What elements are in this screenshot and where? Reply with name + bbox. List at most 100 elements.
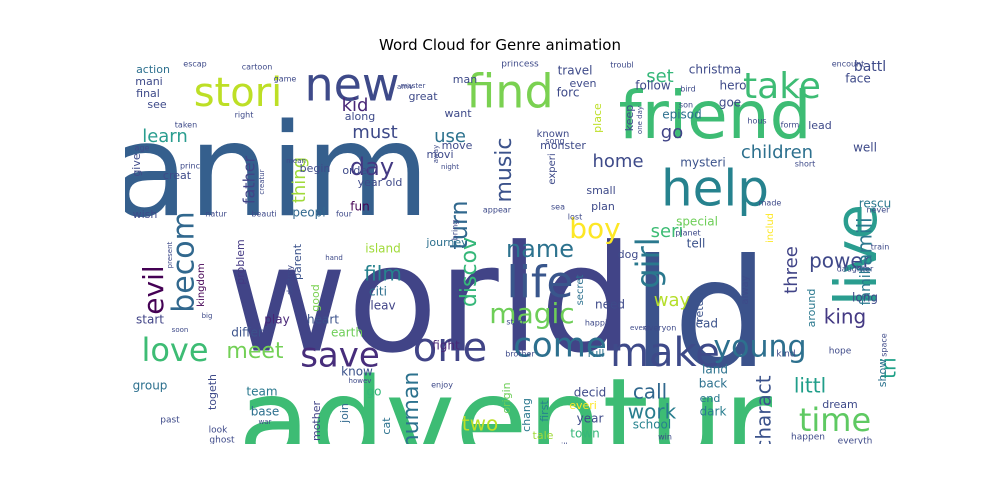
word-88: town	[570, 427, 599, 441]
word-90: tale	[533, 429, 554, 442]
word-146: kind	[776, 350, 795, 360]
word-37: power	[809, 249, 872, 273]
word-192: bird	[680, 85, 696, 94]
word-188: arriv	[397, 83, 413, 91]
word-135: wish	[133, 208, 158, 221]
word-35: call	[633, 380, 667, 404]
word-136: small	[586, 184, 615, 197]
word-115: forc	[557, 86, 580, 100]
word-179: appear	[483, 206, 512, 215]
word-111: hero	[720, 79, 747, 93]
word-21: evil	[137, 265, 170, 314]
word-125: want	[444, 107, 472, 120]
word-137: plan	[591, 200, 615, 213]
word-142: experi	[547, 153, 558, 184]
chart-title: Word Cloud for Genre animation	[379, 36, 621, 54]
word-161: creatur	[258, 169, 266, 194]
word-134: see	[147, 98, 166, 111]
word-1: anim	[125, 97, 430, 246]
word-104: long	[852, 291, 878, 305]
word-4: friend	[618, 77, 811, 154]
word-49: home	[592, 151, 643, 172]
word-178: win	[658, 433, 672, 442]
word-56: kingdom	[196, 263, 207, 306]
word-43: learn	[142, 126, 188, 147]
word-108: face	[845, 72, 871, 86]
word-191: son	[679, 101, 693, 110]
word-97: return	[693, 288, 706, 322]
word-76: base	[251, 405, 280, 419]
word-72: group	[133, 379, 168, 393]
word-74: team	[246, 385, 277, 399]
word-157: right	[235, 111, 254, 120]
word-190: one day	[636, 106, 644, 134]
word-89: school	[633, 418, 671, 432]
word-26: turn	[445, 200, 473, 249]
word-200: daughter	[837, 265, 874, 274]
word-163: beauti	[251, 210, 276, 219]
word-34: littl	[794, 374, 826, 398]
word-141: secret	[575, 275, 586, 306]
word-9: help	[661, 160, 769, 218]
word-117: place	[591, 103, 604, 133]
word-99: tell	[687, 237, 706, 251]
word-84: full	[588, 347, 605, 360]
word-58: parent	[291, 243, 304, 280]
word-63: island	[365, 242, 401, 256]
word-153: princess	[501, 60, 539, 70]
word-59: good	[309, 284, 322, 311]
word-61: fun	[350, 200, 369, 214]
word-80: go	[367, 385, 382, 399]
word-195: short	[795, 160, 816, 169]
word-164: present	[166, 241, 174, 268]
word-42: children	[741, 142, 813, 163]
word-132: give	[130, 153, 143, 177]
word-112: goe	[719, 96, 741, 110]
word-92: end	[700, 392, 721, 405]
word-201: space	[880, 333, 889, 357]
word-39: famili	[853, 217, 877, 272]
word-86: everi	[569, 399, 597, 412]
word-8: stori	[194, 70, 283, 116]
word-16: love	[141, 331, 208, 369]
word-7: find	[466, 65, 553, 119]
word-151: encount	[832, 60, 865, 69]
word-25: name	[506, 235, 574, 263]
word-41: three	[781, 246, 802, 294]
word-138: monster	[540, 139, 586, 152]
word-6: new	[304, 60, 399, 112]
word-44: must	[352, 122, 397, 143]
word-145: happen	[791, 433, 825, 443]
word-187: master	[401, 82, 426, 90]
word-31: film	[364, 262, 402, 286]
word-24: day	[350, 153, 394, 181]
word-170: war	[259, 418, 272, 426]
word-66: fight	[432, 339, 460, 353]
word-85: decid	[574, 386, 607, 400]
word-127: move	[442, 139, 473, 152]
word-166: hand	[325, 254, 343, 262]
word-119: even	[569, 77, 596, 90]
word-173: stop	[506, 318, 523, 327]
word-118: keep	[623, 105, 636, 132]
word-3: ld	[632, 228, 769, 402]
word-185: night	[441, 163, 459, 171]
word-87: year	[577, 412, 604, 426]
word-95: head	[688, 317, 718, 331]
word-10: take	[743, 66, 821, 107]
word-174: happi	[585, 319, 607, 328]
word-60: peopl	[292, 206, 325, 220]
word-121: mani	[135, 75, 162, 88]
word-67: heart	[307, 313, 339, 327]
word-150: ghost	[209, 436, 235, 445]
word-93: back	[699, 377, 728, 391]
word-91: dark	[700, 405, 727, 419]
word-46: use	[434, 126, 466, 147]
word-109: battl	[854, 60, 886, 75]
word-156: game	[274, 75, 297, 84]
word-199: train	[871, 243, 890, 252]
word-197: never	[867, 206, 891, 215]
word-162: natur	[205, 210, 227, 219]
word-48: set	[646, 66, 674, 87]
word-176: everyon	[644, 324, 677, 333]
